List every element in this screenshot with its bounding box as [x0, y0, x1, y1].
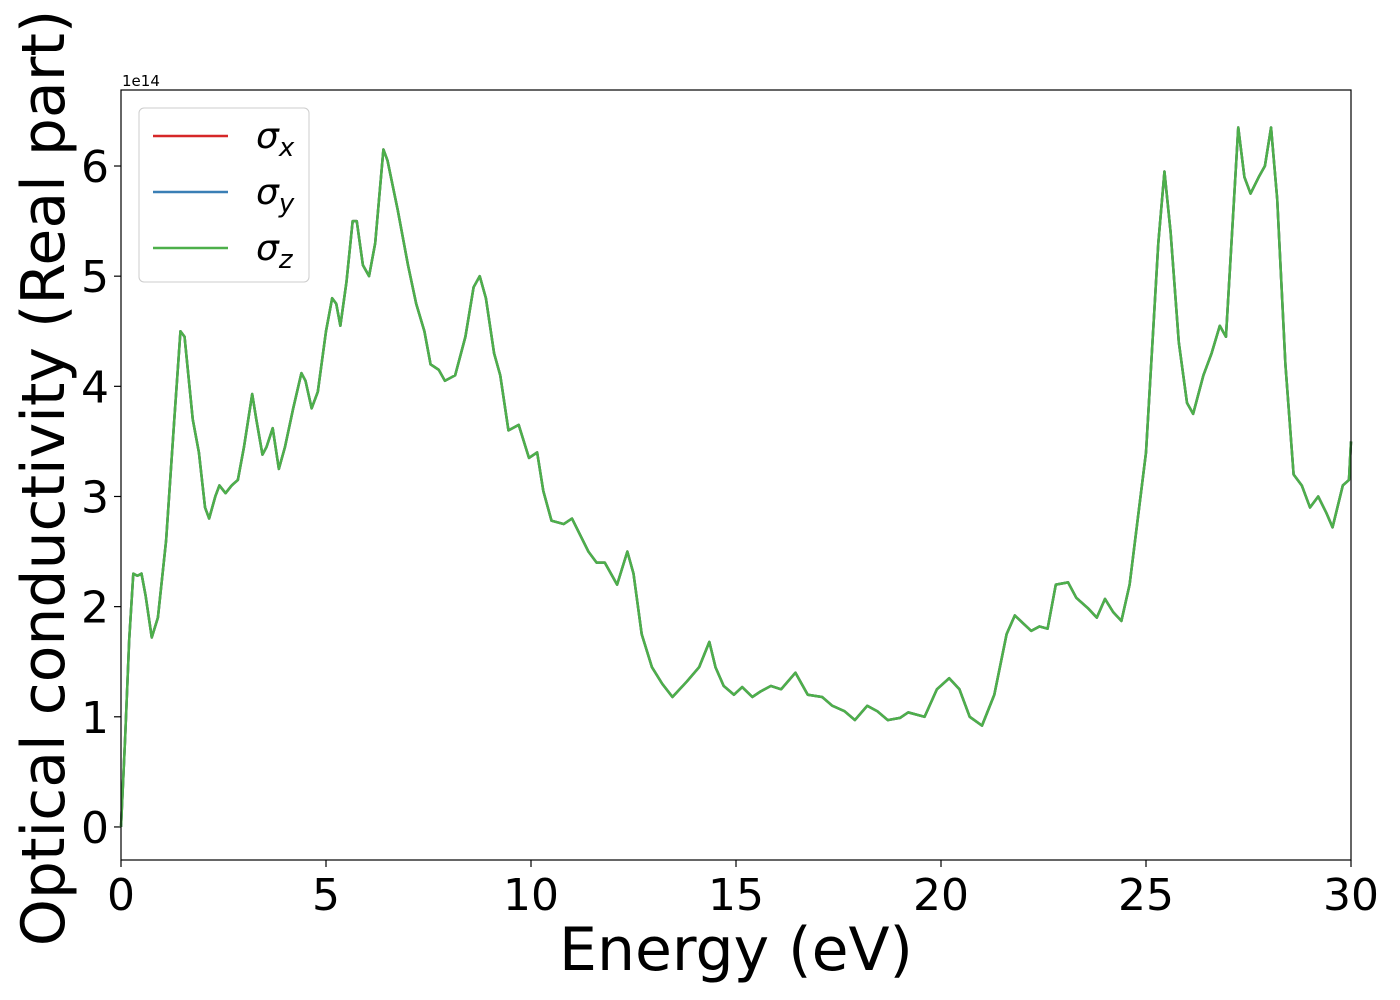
axis-offset-label: 1e14 — [122, 72, 160, 90]
y-tick-label: 1 — [81, 693, 109, 744]
y-tick-label: 4 — [81, 362, 109, 413]
y-tick-label: 5 — [81, 252, 109, 303]
y-tick-label: 3 — [81, 472, 109, 523]
legend-box — [138, 107, 310, 283]
y-tick-label: 6 — [81, 142, 109, 193]
x-tick-label: 0 — [107, 870, 135, 921]
legend: σx σy σz — [138, 107, 310, 283]
legend-label: σx — [256, 116, 295, 163]
x-tick-label: 25 — [1118, 870, 1174, 921]
x-tick-label: 15 — [708, 870, 764, 921]
series-line — [119, 126, 1353, 828]
y-tick-label: 2 — [81, 583, 109, 634]
y-axis-label: Optical conductivity (Real part) — [9, 10, 79, 947]
x-axis-label: Energy (eV) — [559, 915, 913, 985]
x-tick-label: 30 — [1323, 870, 1379, 921]
x-tick-label: 20 — [913, 870, 969, 921]
x-tick-label: 10 — [503, 870, 559, 921]
plot-frame — [120, 89, 1352, 861]
legend-label: σy — [256, 172, 295, 219]
y-tick-label: 0 — [81, 803, 109, 854]
legend-label: σz — [256, 228, 294, 275]
x-tick-label: 5 — [312, 870, 340, 921]
